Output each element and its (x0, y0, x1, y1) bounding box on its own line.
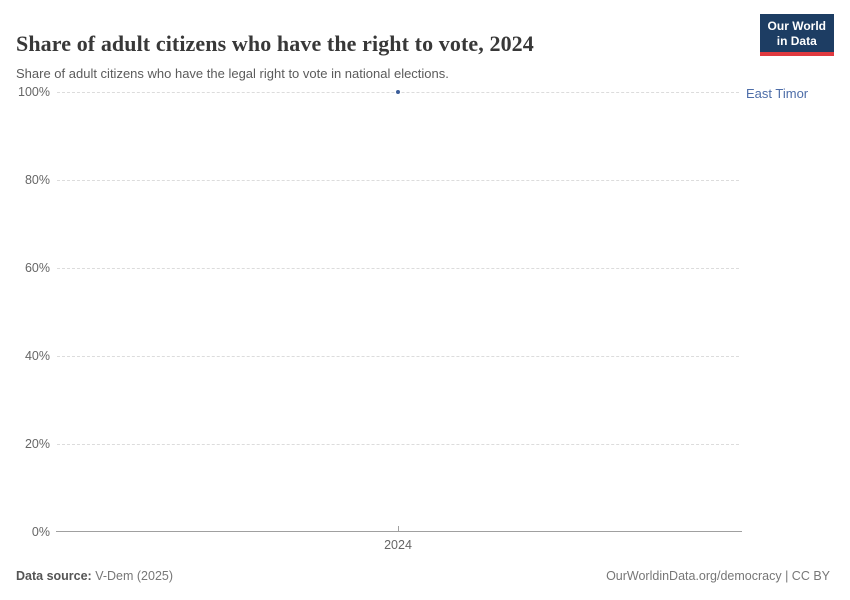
owid-logo[interactable]: Our World in Data (759, 14, 834, 56)
x-axis-label-2024: 2024 (384, 538, 412, 552)
owid-logo-line1: Our World (767, 19, 826, 33)
data-source-note: Data source: V-Dem (2025) (16, 569, 173, 583)
entity-label-east-timor[interactable]: East Timor (746, 86, 809, 101)
license-link[interactable]: OurWorldinData.org/democracy | CC BY (606, 569, 830, 583)
owid-logo-line2: in Data (776, 33, 817, 48)
y-axis-label-20: 20% (24, 437, 50, 451)
gridline-60 (57, 268, 739, 269)
gridline-20 (57, 444, 739, 445)
gridline-80 (57, 180, 739, 181)
chart-subtitle: Share of adult citizens who have the leg… (16, 66, 449, 81)
data-point-east-timor[interactable] (396, 90, 400, 94)
gridline-40 (57, 356, 739, 357)
data-source-label: Data source: (16, 569, 92, 583)
data-source-value: V-Dem (2025) (91, 569, 174, 583)
x-axis-tick-2024 (398, 526, 399, 531)
y-axis-label-0: 0% (31, 525, 50, 539)
chart-title: Share of adult citizens who have the rig… (16, 30, 534, 56)
x-axis-line (56, 531, 742, 532)
y-axis-label-100: 100% (18, 85, 50, 99)
y-axis-label-80: 80% (24, 173, 50, 187)
y-axis-label-60: 60% (24, 261, 50, 275)
y-axis-label-40: 40% (24, 349, 50, 363)
